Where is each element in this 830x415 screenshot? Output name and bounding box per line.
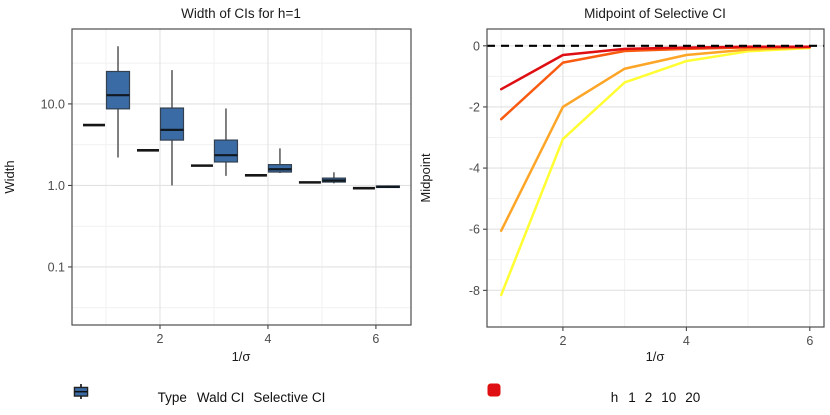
y-tick-label: -4: [469, 162, 480, 176]
series-line-h10: [499, 45, 812, 121]
boxplot-panel: 2 4 6 10.0 1.0 0.1: [41, 28, 412, 346]
y-tick-label: -2: [469, 100, 480, 114]
legend-item-h10: 10: [487, 383, 677, 405]
type-legend: Type Wald CI Selective CI: [72, 383, 411, 411]
y-tick-label: -8: [469, 284, 480, 298]
box: [105, 70, 131, 110]
panel-border: [486, 28, 825, 328]
legend-title: Type: [157, 389, 187, 405]
legend-label: Wald CI: [196, 389, 245, 405]
x-tick-label: 2: [559, 334, 566, 348]
x-tick-label: 6: [806, 334, 813, 348]
x-tick-label: 6: [372, 332, 379, 346]
color-swatch-icon: [487, 383, 501, 397]
x-tick-label: 4: [683, 334, 690, 348]
plot-title: Midpoint of Selective CI: [584, 6, 726, 21]
right-plot: 2 4 6 0 -2 -4 -6 -8 Midpoint of Selective CI 1/…: [415, 0, 830, 415]
box: [159, 107, 185, 141]
y-tick-label: 10.0: [41, 97, 65, 111]
legend-item-h20: 20: [487, 383, 701, 405]
legend-item-h2: 2: [487, 383, 653, 405]
y-tick-label: 0.1: [48, 260, 65, 274]
boxplot-key-icon: [73, 384, 89, 399]
left-plot: 2 4 6 10.0 1.0 0.1 Width of CIs for h=1 1/σ W…: [2, 6, 412, 411]
y-tick-label: 1.0: [48, 179, 65, 193]
y-axis-label: Midpoint: [418, 153, 433, 203]
legend-label: Selective CI: [253, 389, 326, 405]
line-panel: 2 4 6 0 -2 -4 -6 -8: [469, 28, 825, 348]
legend-item-selective: Selective CI: [73, 384, 326, 405]
legend-label: 1: [628, 389, 636, 405]
legend-item-wald: Wald CI: [73, 384, 245, 405]
boxplot-chart: 2 4 6 10.0 1.0 0.1 Width of CIs for h=1 1/σ W…: [2, 6, 412, 364]
series-line-h2: [499, 46, 812, 232]
legend-label: 20: [685, 389, 701, 405]
x-tick-label: 2: [157, 332, 164, 346]
box: [213, 139, 239, 163]
legend-item-h1: 1: [487, 383, 636, 405]
h-legend: h 1 2 10 20: [487, 383, 824, 411]
y-axis-label: Width: [2, 160, 17, 193]
legend-label: 2: [644, 389, 653, 405]
y-tick-label: 0: [473, 39, 480, 53]
x-tick-label: 4: [264, 332, 271, 346]
series-line-h20: [499, 45, 812, 91]
legend-label: 10: [661, 389, 677, 405]
x-axis-label: 1/σ: [232, 349, 251, 364]
panel-border: [71, 28, 412, 326]
series-line-h1: [499, 46, 812, 297]
y-tick-label: -6: [469, 223, 480, 237]
legend-title: h: [610, 389, 619, 405]
x-axis-label: 1/σ: [646, 349, 665, 364]
plot-title: Width of CIs for h=1: [181, 6, 301, 21]
line-chart: 2 4 6 0 -2 -4 -6 -8 Midpoint of Selective CI 1/…: [418, 6, 825, 364]
